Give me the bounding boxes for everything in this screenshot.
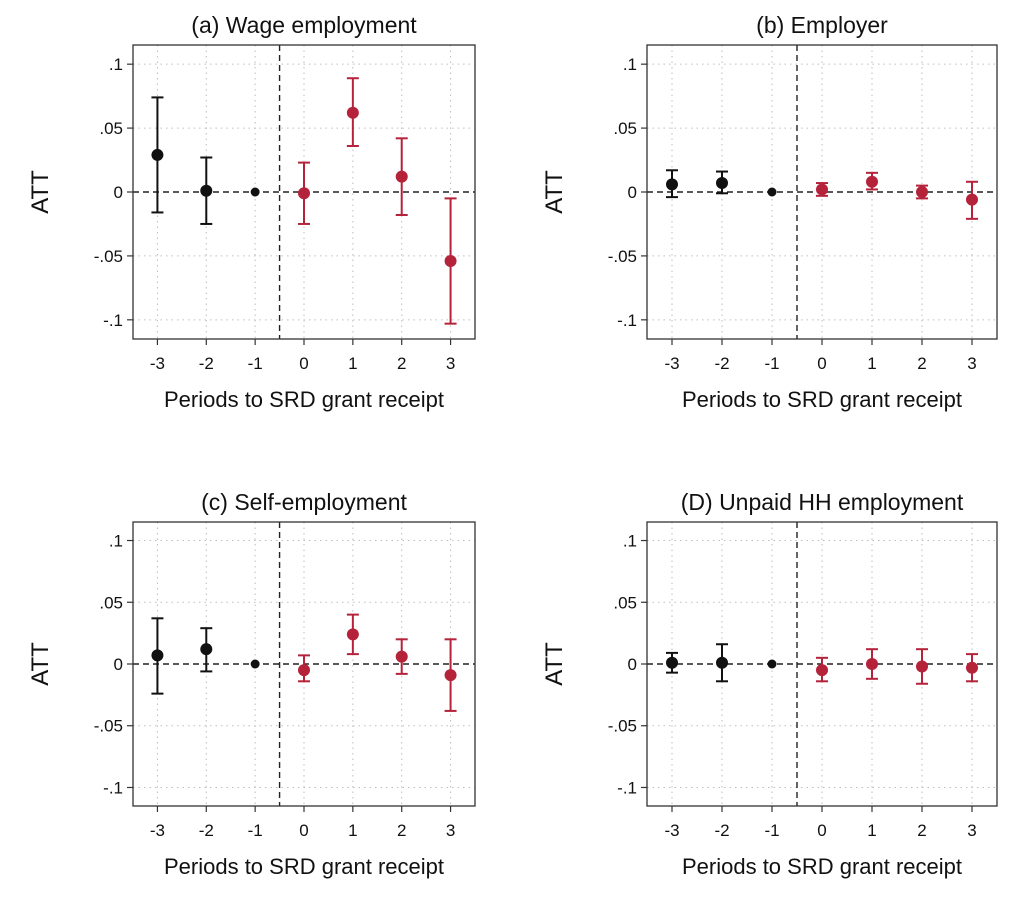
panel-c: .1 .05 0 -.05 -.1 -3 -2 -1 0 1 2 3 (c) Self-employme… <box>27 489 476 879</box>
point-estimate <box>444 255 457 268</box>
y-tick-label: -.05 <box>608 717 637 736</box>
panel-a: .1 .05 0 -.05 -.1 -3 -2 -1 0 1 2 3 (a) Wage employme… <box>27 12 476 412</box>
y-tick-label: .1 <box>623 55 637 74</box>
point-estimate <box>200 643 213 656</box>
point-estimate <box>816 183 828 196</box>
point-estimate <box>346 106 359 119</box>
x-tick-label: 1 <box>867 354 876 373</box>
y-axis-title: ATT <box>541 170 568 214</box>
point-estimate <box>866 658 878 670</box>
x-tick-label: -3 <box>150 354 165 373</box>
panel-b: .1 .05 0 -.05 -.1 -3 -2 -1 0 1 2 3 (b) Employer Perio… <box>541 12 998 412</box>
x-tick-label: 2 <box>397 354 406 373</box>
x-tick-label: -2 <box>199 821 214 840</box>
y-tick-label: -.05 <box>94 717 123 736</box>
y-tick-label: 0 <box>114 655 123 674</box>
x-tick-label: 0 <box>299 354 308 373</box>
panel-d: .1 .05 0 -.05 -.1 -3 -2 -1 0 1 2 3 (D) Unpaid HH emp… <box>541 489 998 879</box>
point-estimate <box>151 148 164 161</box>
x-tick-label: 1 <box>348 354 357 373</box>
panel-title: (b) Employer <box>756 12 888 38</box>
point-estimate <box>866 175 878 188</box>
x-tick-label: -3 <box>664 354 679 373</box>
panel-title: (c) Self-employment <box>201 489 407 515</box>
x-tick-label: 2 <box>917 821 926 840</box>
x-tick-label: -2 <box>714 354 729 373</box>
x-tick-label: -3 <box>664 821 679 840</box>
point-estimate <box>716 656 728 669</box>
y-tick-label: 0 <box>628 655 637 674</box>
point-estimate <box>666 656 678 669</box>
y-tick-label: .05 <box>613 119 637 138</box>
point-estimate <box>250 659 260 669</box>
point-estimate <box>151 649 164 662</box>
x-tick-label: -2 <box>714 821 729 840</box>
y-tick-label: -.1 <box>103 311 123 330</box>
y-tick-label: .1 <box>109 532 123 551</box>
y-axis-title: ATT <box>27 642 54 686</box>
y-axis-title: ATT <box>541 642 568 686</box>
point-estimate <box>200 184 213 197</box>
y-tick-label: .05 <box>99 119 123 138</box>
x-tick-label: -1 <box>764 821 779 840</box>
point-estimate <box>916 660 928 673</box>
y-axis-title: ATT <box>27 170 54 214</box>
point-estimate <box>966 661 978 674</box>
x-tick-label: -1 <box>248 821 263 840</box>
y-tick-label: -.05 <box>94 247 123 266</box>
x-tick-label: -1 <box>248 354 263 373</box>
y-tick-label: 0 <box>628 183 637 202</box>
panel-title: (a) Wage employment <box>191 12 417 38</box>
point-estimate <box>444 669 457 682</box>
x-tick-label: 2 <box>397 821 406 840</box>
y-tick-label: -.1 <box>103 778 123 797</box>
x-axis-title: Periods to SRD grant receipt <box>164 854 444 879</box>
x-axis-title: Periods to SRD grant receipt <box>164 387 444 412</box>
x-tick-label: 1 <box>867 821 876 840</box>
x-tick-label: 3 <box>446 354 455 373</box>
y-tick-label: -.1 <box>617 778 637 797</box>
x-tick-label: 3 <box>967 821 976 840</box>
point-estimate <box>666 178 678 191</box>
x-tick-label: 0 <box>817 821 826 840</box>
point-estimate <box>298 187 310 200</box>
panel-title: (D) Unpaid HH employment <box>681 489 964 515</box>
x-tick-label: -1 <box>764 354 779 373</box>
point-estimate <box>298 664 310 677</box>
point-estimate <box>250 187 260 197</box>
point-estimate <box>395 170 408 183</box>
x-axis-title: Periods to SRD grant receipt <box>682 387 962 412</box>
y-tick-label: .05 <box>613 593 637 612</box>
point-estimate <box>767 659 777 669</box>
x-tick-label: 1 <box>348 821 357 840</box>
x-tick-label: 0 <box>817 354 826 373</box>
y-tick-label: 0 <box>114 183 123 202</box>
y-tick-label: -.1 <box>617 311 637 330</box>
x-tick-label: 3 <box>967 354 976 373</box>
x-tick-label: 2 <box>917 354 926 373</box>
point-estimate <box>395 650 408 663</box>
point-estimate <box>716 177 728 190</box>
point-estimate <box>767 187 777 197</box>
y-tick-label: .1 <box>623 532 637 551</box>
x-tick-label: 3 <box>446 821 455 840</box>
y-tick-label: .05 <box>99 593 123 612</box>
x-tick-label: -2 <box>199 354 214 373</box>
y-tick-label: -.05 <box>608 247 637 266</box>
point-estimate <box>916 186 928 198</box>
x-axis-title: Periods to SRD grant receipt <box>682 854 962 879</box>
point-estimate <box>816 664 828 677</box>
x-tick-label: 0 <box>299 821 308 840</box>
x-tick-label: -3 <box>150 821 165 840</box>
y-tick-label: .1 <box>109 55 123 74</box>
point-estimate <box>346 628 359 641</box>
point-estimate <box>966 193 978 206</box>
